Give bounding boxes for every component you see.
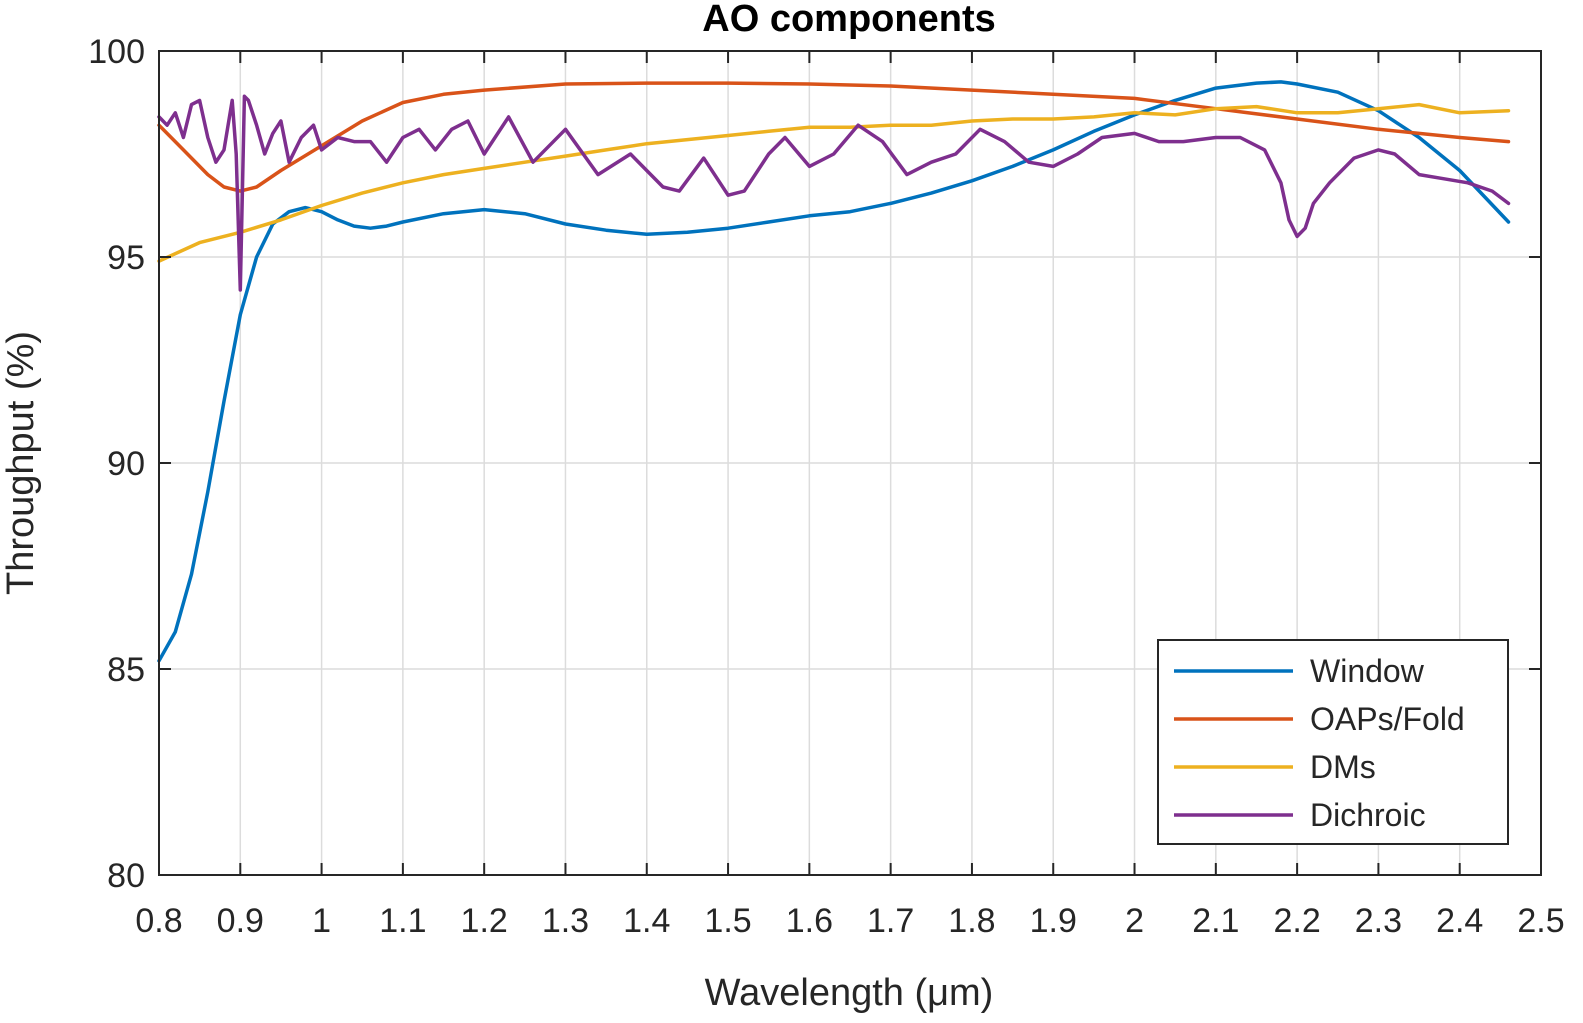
y-tick-label: 85 xyxy=(107,651,145,689)
x-tick-label: 1.5 xyxy=(704,902,751,940)
x-tick-label: 2.5 xyxy=(1517,902,1564,940)
x-tick-labels: 0.8 0.9 1 1.1 1.2 1.3 1.4 1.5 1.6 1.7 1.8 1.9 2 2.1 2.… xyxy=(135,902,1564,940)
y-tick-label: 80 xyxy=(107,857,145,895)
x-axis-label: Wavelength (μm) xyxy=(705,972,994,1014)
x-tick-label: 1 xyxy=(312,902,331,940)
axes xyxy=(158,50,1542,876)
series-line-dichroic xyxy=(157,94,1511,292)
x-tick-label: 2.3 xyxy=(1355,902,1402,940)
x-tick-label: 1.3 xyxy=(542,902,589,940)
chart-title: AO components xyxy=(702,0,995,40)
x-tick-label: 2.2 xyxy=(1273,902,1320,940)
legend-label: Dichroic xyxy=(1310,797,1426,833)
series-line-dms xyxy=(157,102,1511,263)
x-tick-label: 1.9 xyxy=(1030,902,1077,940)
legend-label: DMs xyxy=(1310,749,1376,785)
x-tick-label: 1.8 xyxy=(948,902,995,940)
legend-label: OAPs/Fold xyxy=(1310,701,1465,737)
y-tick-label: 100 xyxy=(88,33,145,71)
x-tick-label: 1.6 xyxy=(786,902,833,940)
y-axis-label: Throughput (%) xyxy=(0,331,42,595)
x-tick-label: 2.4 xyxy=(1436,902,1483,940)
series-lines xyxy=(157,80,1511,663)
grid xyxy=(159,51,1541,875)
x-tick-label: 1.4 xyxy=(623,902,670,940)
x-tick-label: 2 xyxy=(1125,902,1144,940)
legend-box xyxy=(1157,639,1509,845)
y-tick-label: 95 xyxy=(107,239,145,277)
x-tick-label: 2.1 xyxy=(1192,902,1239,940)
y-tick-labels: 80 85 90 95 100 xyxy=(88,33,145,895)
x-tick-label: 1.7 xyxy=(867,902,914,940)
legend: Window OAPs/Fold DMs Dichroic xyxy=(1157,639,1509,845)
x-tick-label: 0.9 xyxy=(217,902,264,940)
x-tick-label: 1.2 xyxy=(461,902,508,940)
legend-label: Window xyxy=(1310,653,1425,689)
y-tick-label: 90 xyxy=(107,445,145,483)
x-tick-label: 0.8 xyxy=(135,902,182,940)
x-tick-label: 1.1 xyxy=(379,902,426,940)
